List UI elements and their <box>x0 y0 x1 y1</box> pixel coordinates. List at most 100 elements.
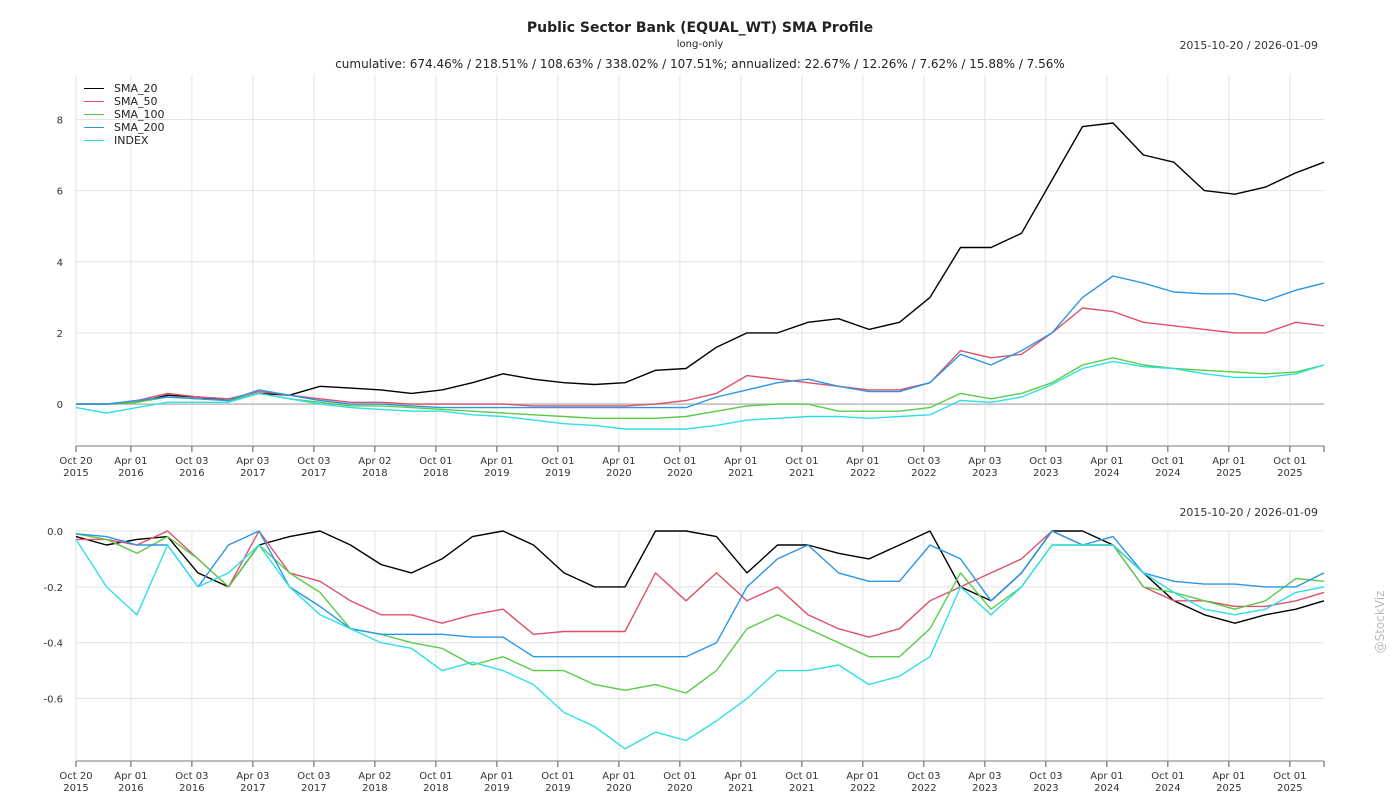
x-tick-label: 2020 <box>667 783 692 794</box>
x-tick-label: Oct 03 <box>175 771 208 782</box>
x-tick-label: Apr 03 <box>236 456 269 467</box>
x-tick-label: Oct 01 <box>419 771 452 782</box>
legend-label: SMA_50 <box>114 95 158 108</box>
x-tick-label: Oct 03 <box>175 456 208 467</box>
x-tick-label: 2025 <box>1216 468 1241 479</box>
x-tick-label: Apr 01 <box>724 456 757 467</box>
series-line-sma-50 <box>76 530 1325 638</box>
legend-swatch <box>84 114 104 115</box>
x-tick-label: 2018 <box>423 783 448 794</box>
y-tick-label: 6 <box>57 187 63 198</box>
date-range-top: 2015-10-20 / 2026-01-09 <box>1179 39 1318 52</box>
x-tick-label: Oct 01 <box>785 456 818 467</box>
x-tick-label: Oct 20 <box>59 771 92 782</box>
y-tick-label: -0.2 <box>43 583 63 594</box>
x-tick-label: Oct 03 <box>297 771 330 782</box>
x-tick-label: 2019 <box>484 468 509 479</box>
x-tick-label: 2024 <box>1155 783 1180 794</box>
x-tick-label: Apr 02 <box>358 456 391 467</box>
x-tick-label: Apr 03 <box>968 456 1001 467</box>
x-tick-label: Oct 03 <box>907 771 940 782</box>
x-tick-label: 2021 <box>789 468 814 479</box>
x-tick-label: Oct 01 <box>785 771 818 782</box>
legend-item: SMA_100 <box>84 108 165 121</box>
legend-label: SMA_100 <box>114 108 165 121</box>
legend-label: SMA_200 <box>114 121 165 134</box>
x-tick-label: Apr 01 <box>1090 456 1123 467</box>
legend-label: INDEX <box>114 134 149 147</box>
x-tick-label: Oct 01 <box>541 771 574 782</box>
x-tick-label: 2025 <box>1277 468 1302 479</box>
x-tick-label: Oct 01 <box>419 456 452 467</box>
x-tick-label: 2018 <box>362 468 387 479</box>
chart-title: Public Sector Bank (EQUAL_WT) SMA Profil… <box>526 20 874 36</box>
x-tick-label: 2020 <box>667 468 692 479</box>
legend-item: SMA_20 <box>84 82 165 95</box>
y-tick-label: 0 <box>57 400 63 411</box>
legend-swatch <box>84 101 104 102</box>
x-tick-label: 2015 <box>63 783 88 794</box>
x-tick-label: 2016 <box>118 783 143 794</box>
series-line-sma-200 <box>76 275 1325 409</box>
legend-label: SMA_20 <box>114 82 158 95</box>
x-tick-label: 2017 <box>301 468 326 479</box>
date-range-bottom: 2015-10-20 / 2026-01-09 <box>1179 506 1318 519</box>
x-tick-label: 2023 <box>1033 468 1058 479</box>
x-tick-label: Oct 03 <box>1029 771 1062 782</box>
legend-item: SMA_50 <box>84 95 165 108</box>
x-tick-label: 2016 <box>179 468 204 479</box>
x-tick-label: 2018 <box>362 783 387 794</box>
legend-swatch <box>84 140 104 141</box>
x-tick-label: Oct 01 <box>1151 456 1184 467</box>
x-tick-label: 2020 <box>606 468 631 479</box>
x-tick-label: Apr 03 <box>236 771 269 782</box>
x-tick-label: Apr 01 <box>114 771 147 782</box>
y-tick-label: -0.4 <box>43 639 63 650</box>
x-tick-label: 2021 <box>728 468 753 479</box>
x-tick-label: 2024 <box>1094 468 1119 479</box>
x-tick-label: Apr 01 <box>846 771 879 782</box>
x-tick-label: Apr 01 <box>480 456 513 467</box>
x-tick-label: 2016 <box>118 468 143 479</box>
x-tick-label: Apr 01 <box>114 456 147 467</box>
legend-swatch <box>84 88 104 89</box>
x-tick-label: 2023 <box>972 468 997 479</box>
y-tick-label: 8 <box>57 115 63 126</box>
legend-item: SMA_200 <box>84 121 165 134</box>
x-tick-label: Apr 01 <box>602 456 635 467</box>
chart-subtitle: long-only <box>676 39 724 50</box>
x-tick-label: Oct 01 <box>541 456 574 467</box>
series-line-sma-200 <box>75 530 1325 658</box>
y-tick-label: 0.0 <box>47 527 63 538</box>
x-tick-label: 2017 <box>240 783 265 794</box>
x-tick-label: 2024 <box>1155 468 1180 479</box>
x-tick-label: Apr 01 <box>1090 771 1123 782</box>
x-tick-label: Oct 01 <box>1273 771 1306 782</box>
x-tick-label: Apr 02 <box>358 771 391 782</box>
x-tick-label: Oct 03 <box>297 456 330 467</box>
x-tick-label: Apr 01 <box>724 771 757 782</box>
x-tick-label: 2025 <box>1277 783 1302 794</box>
x-tick-label: 2021 <box>789 783 814 794</box>
x-tick-label: 2023 <box>972 783 997 794</box>
x-tick-label: Apr 01 <box>602 771 635 782</box>
legend-swatch <box>84 127 104 128</box>
series-line-index <box>75 360 1325 430</box>
series-line-sma-20 <box>76 122 1325 405</box>
x-tick-label: 2024 <box>1094 783 1119 794</box>
x-tick-label: 2015 <box>63 468 88 479</box>
x-tick-label: Apr 01 <box>1212 771 1245 782</box>
x-tick-label: 2021 <box>728 783 753 794</box>
stats-summary: cumulative: 674.46% / 218.51% / 108.63% … <box>335 57 1065 71</box>
y-tick-label: 2 <box>57 329 63 340</box>
x-tick-label: 2018 <box>423 468 448 479</box>
x-tick-label: Apr 01 <box>846 456 879 467</box>
x-tick-label: Oct 01 <box>1273 456 1306 467</box>
x-tick-label: 2022 <box>850 468 875 479</box>
series-line-sma-100 <box>76 357 1325 419</box>
x-tick-label: 2019 <box>545 468 570 479</box>
x-tick-label: Oct 20 <box>59 456 92 467</box>
